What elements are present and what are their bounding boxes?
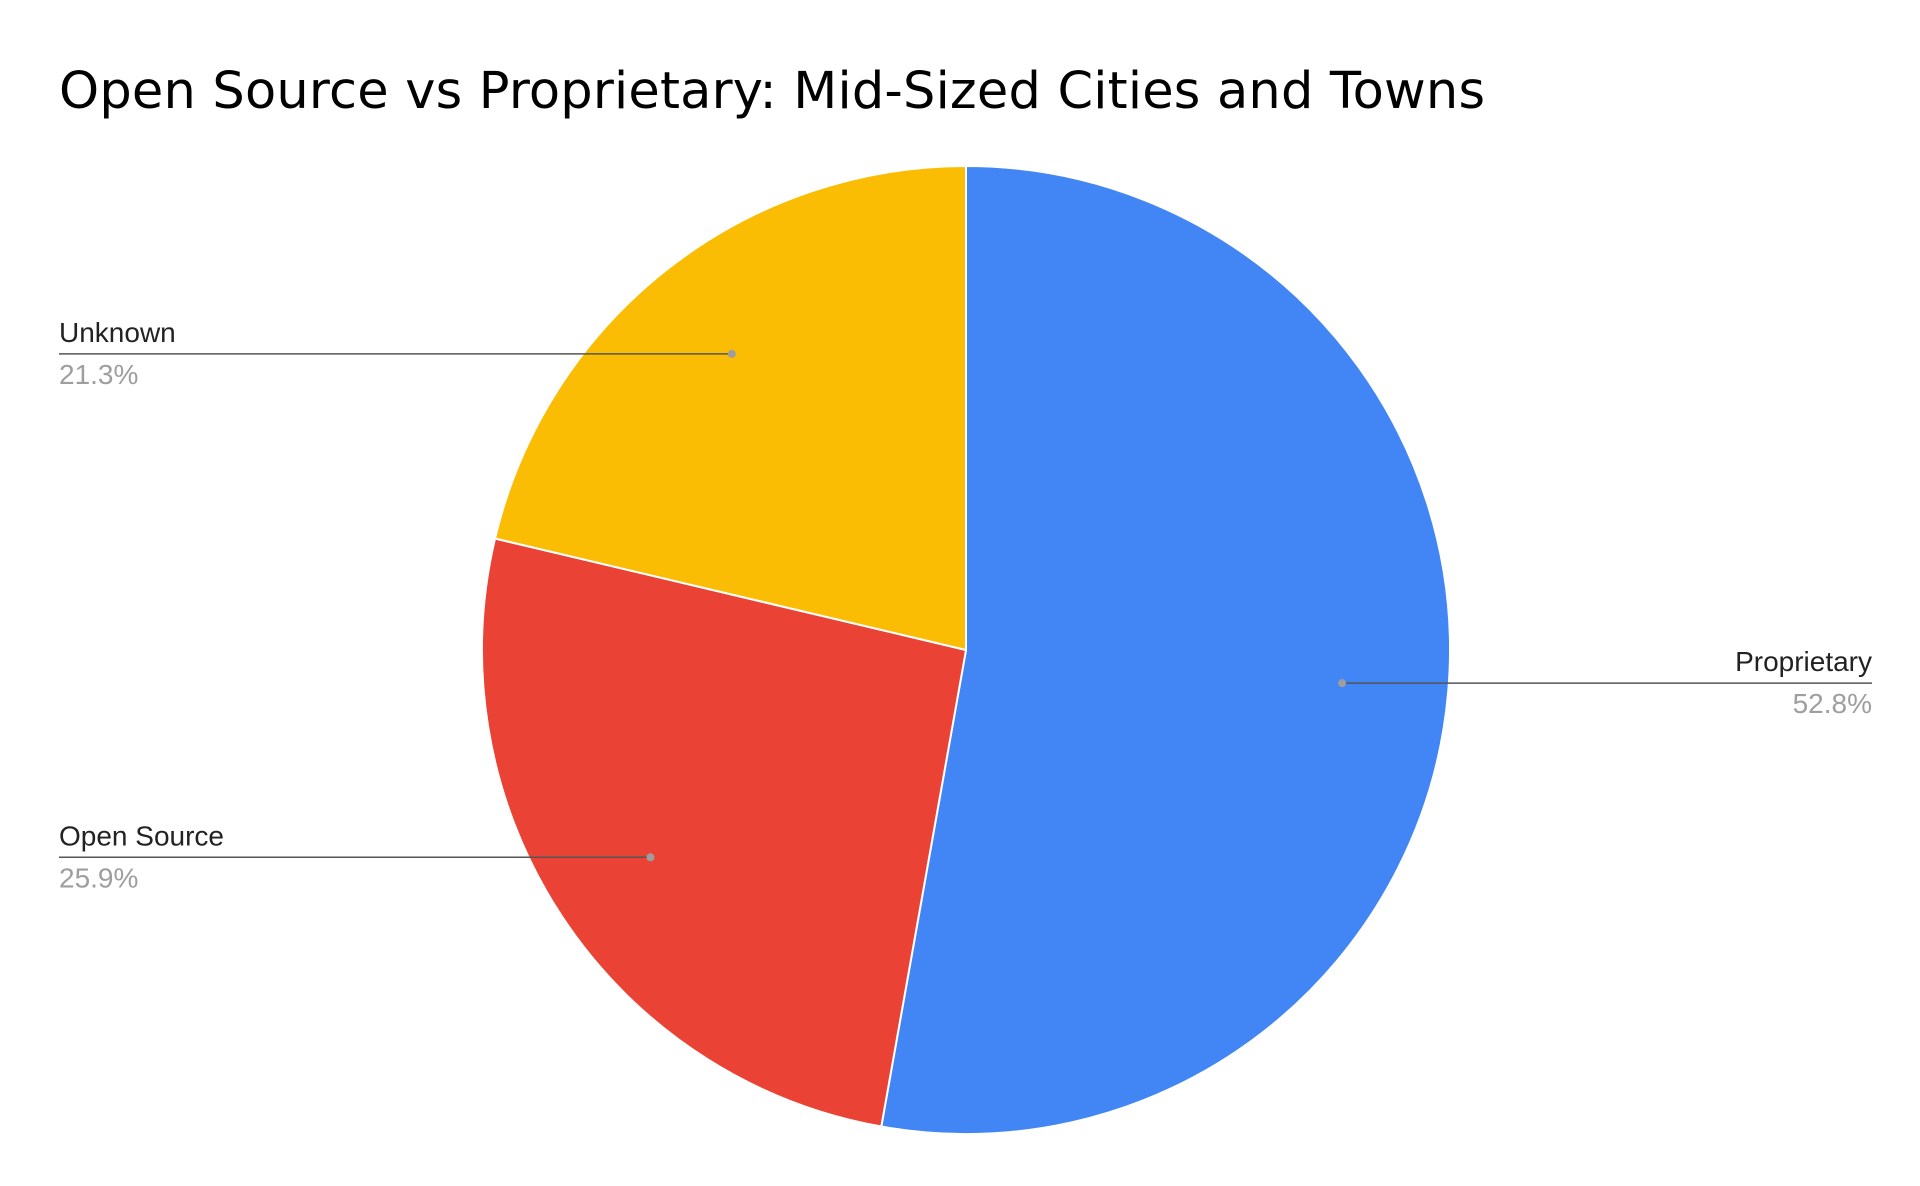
chart-title: Open Source vs Proprietary: Mid-Sized Ci…	[59, 62, 1486, 121]
leader-dot-proprietary	[1338, 679, 1347, 688]
slice-labels: Proprietary 52.8% Open Source 25.9% Unknown 2…	[59, 317, 1872, 893]
slice-percent-open-source: 25.9%	[59, 862, 138, 893]
slice-percent-proprietary: 52.8%	[1793, 688, 1872, 719]
leader-dot-unknown	[727, 349, 736, 358]
pie-slice-open-source	[481, 537, 968, 1128]
slice-percent-unknown: 21.3%	[59, 359, 138, 390]
pie-slice-proprietary	[880, 164, 1451, 1135]
pie-slice-unknown	[493, 164, 967, 652]
slice-label-unknown: Unknown	[59, 317, 176, 348]
slice-label-open-source: Open Source	[59, 820, 224, 851]
leader-dot-open-source	[646, 853, 655, 862]
slice-label-proprietary: Proprietary	[1735, 646, 1872, 677]
